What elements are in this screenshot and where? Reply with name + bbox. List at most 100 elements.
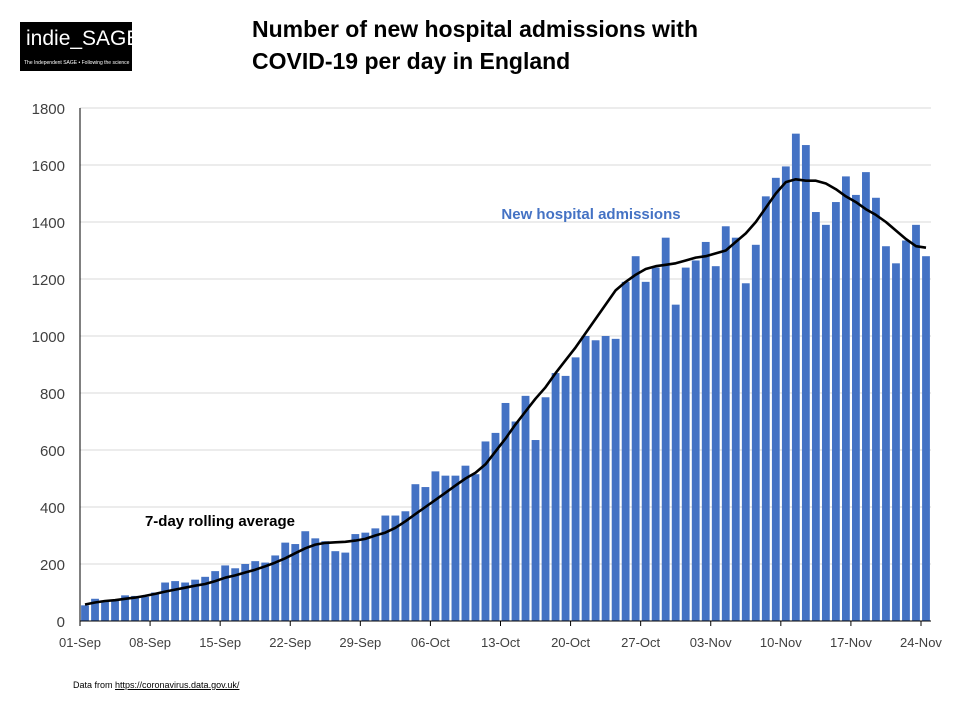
admissions-bar <box>151 592 159 621</box>
admissions-bar <box>201 576 210 621</box>
admissions-bar <box>381 515 390 621</box>
admissions-bar <box>301 531 310 621</box>
x-tick-label: 01-Sep <box>59 635 101 650</box>
admissions-bar <box>601 336 610 621</box>
admissions-bar <box>721 226 730 621</box>
admissions-bar <box>771 177 780 621</box>
data-source-prefix: Data from <box>73 680 116 690</box>
admissions-bar <box>511 421 520 621</box>
admissions-bar <box>451 475 460 621</box>
admissions-bar <box>421 487 430 621</box>
admissions-bar <box>361 532 370 621</box>
admissions-bar <box>922 256 930 621</box>
admissions-bar <box>731 237 740 622</box>
x-tick-label: 13-Oct <box>481 635 520 650</box>
admissions-bar <box>841 176 850 621</box>
chart-title-line-1: Number of new hospital admissions with <box>252 16 698 42</box>
admissions-bar <box>531 440 540 621</box>
indie-sage-logo: indie_SAGE The Independent SAGE • Follow… <box>20 22 140 71</box>
admissions-bar <box>341 552 350 621</box>
admissions-bar <box>291 544 300 621</box>
admissions-bar <box>611 338 620 621</box>
admissions-bar <box>131 595 139 621</box>
admissions-bar <box>211 571 220 621</box>
data-source-link[interactable]: https://coronavirus.data.gov.uk/ <box>115 680 240 690</box>
y-tick-label: 600 <box>40 443 65 460</box>
admissions-bar <box>321 541 330 621</box>
admissions-bar <box>681 267 690 621</box>
x-tick-label: 20-Oct <box>551 635 590 650</box>
admissions-bar <box>761 196 770 621</box>
y-tick-label: 0 <box>57 614 65 631</box>
x-tick-label: 03-Nov <box>690 635 732 650</box>
y-tick-label: 1400 <box>32 215 65 232</box>
chart-title-line-2: COVID-19 per day in England <box>252 48 571 74</box>
admissions-bar <box>671 304 680 621</box>
x-tick-label: 29-Sep <box>339 635 381 650</box>
admissions-bar <box>561 375 570 621</box>
y-tick-label: 1000 <box>32 329 65 346</box>
y-tick-label: 400 <box>40 500 65 517</box>
y-tick-label: 1800 <box>32 101 65 118</box>
logo-title: indie_SAGE <box>26 27 141 50</box>
x-tick-label: 27-Oct <box>621 635 660 650</box>
admissions-bar <box>791 133 800 621</box>
admissions-bar <box>251 561 260 621</box>
admissions-bar <box>411 484 420 621</box>
admissions-bar <box>241 564 250 621</box>
admissions-bar <box>872 197 880 621</box>
admissions-bar <box>902 240 910 621</box>
admissions-bar <box>501 402 510 621</box>
admissions-bar <box>912 224 920 621</box>
x-tick-label: 22-Sep <box>269 635 311 650</box>
admissions-bar <box>401 511 410 621</box>
x-tick-label: 06-Oct <box>411 635 450 650</box>
admissions-bar <box>821 224 830 621</box>
admissions-bar <box>231 568 240 621</box>
admissions-bar <box>691 260 700 621</box>
chart-title: Number of new hospital admissions with C… <box>252 13 812 77</box>
admissions-bar <box>371 528 380 621</box>
admissions-bar <box>491 432 500 621</box>
y-tick-label: 1600 <box>32 158 65 175</box>
admissions-bar <box>171 581 180 621</box>
admissions-bar <box>121 595 129 621</box>
admissions-bar <box>862 172 870 621</box>
admissions-bar <box>711 266 720 621</box>
admissions-bar <box>852 194 860 622</box>
admissions-bar <box>481 441 490 621</box>
logo-tagline: The Independent SAGE • Following the sci… <box>24 60 130 66</box>
admissions-bar <box>571 357 580 621</box>
admissions-bar <box>431 471 440 621</box>
admissions-bar <box>391 515 400 621</box>
admissions-bar <box>181 582 190 621</box>
admissions-bar <box>751 244 760 622</box>
admissions-bar <box>461 465 470 621</box>
admissions-bar <box>701 241 710 621</box>
admissions-bar <box>271 555 280 621</box>
admissions-bar <box>741 283 750 621</box>
admissions-bar <box>781 166 790 622</box>
admissions-bar <box>261 562 270 621</box>
admissions-bar <box>81 605 89 621</box>
admissions-bar <box>161 582 170 621</box>
admissions-bar <box>101 600 109 621</box>
admissions-bar <box>661 237 670 622</box>
data-source: Data from https://coronavirus.data.gov.u… <box>73 680 239 690</box>
admissions-bar <box>521 395 530 621</box>
admissions-bar <box>641 281 650 621</box>
admissions-bar <box>441 475 450 621</box>
x-tick-label: 08-Sep <box>129 635 171 650</box>
series-label-rolling-average: 7-day rolling average <box>145 513 295 530</box>
admissions-bar <box>281 542 290 621</box>
admissions-bar <box>831 202 840 622</box>
admissions-bar <box>591 340 600 621</box>
y-tick-label: 800 <box>40 386 65 403</box>
admissions-bar <box>351 534 360 621</box>
admissions-bar <box>892 263 900 621</box>
admissions-bar <box>311 538 320 621</box>
admissions-bar <box>551 373 560 621</box>
admissions-bar <box>801 145 810 622</box>
admissions-bar <box>811 212 820 621</box>
